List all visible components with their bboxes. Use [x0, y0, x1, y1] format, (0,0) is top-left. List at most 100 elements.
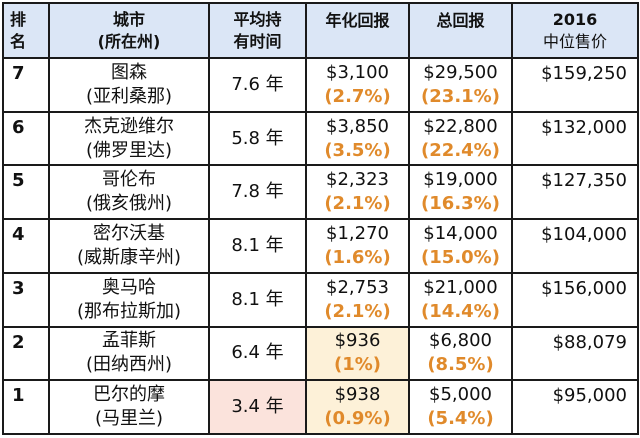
- rank-cell: 3: [2, 271, 50, 328]
- total-return-value: $22,800: [423, 115, 498, 137]
- header-city-line-2: (所在州): [97, 31, 161, 51]
- total-return-cell: $6,800 (8.5%): [408, 325, 513, 382]
- table-header: 排 名 城市 (所在州) 平均持 有时间 年化回报 总回报 2016 中位售价: [2, 2, 639, 59]
- city-name: 孟菲斯: [102, 330, 156, 352]
- city-state: (田纳西州): [85, 354, 173, 376]
- median-price-cell: $104,000: [511, 218, 639, 274]
- total-return-value: $29,500: [423, 61, 498, 83]
- city-state: (马里兰): [94, 408, 164, 430]
- annual-return-value: $1,270: [326, 222, 389, 244]
- rank-cell: 1: [2, 379, 50, 435]
- annual-return-percent: (2.1%): [324, 193, 391, 215]
- header-rank: 排 名: [2, 2, 50, 59]
- years-cell-highlighted: 3.4 年: [208, 379, 307, 435]
- total-return-percent: (5.4%): [427, 408, 494, 430]
- years-cell: 8.1 年: [208, 218, 307, 274]
- rank-cell: 7: [2, 57, 50, 113]
- table-body: 7 图森 (亚利桑那) 7.6 年 $3,100 (2.7%) $29,500 …: [2, 57, 639, 435]
- years-cell: 5.8 年: [208, 110, 307, 167]
- annual-return-value: $2,323: [326, 169, 389, 191]
- city-state: (亚利桑那): [85, 85, 173, 107]
- header-rank-line-1: 排: [10, 9, 27, 29]
- annual-return-percent: (3.5%): [324, 139, 391, 161]
- total-return-percent: (16.3%): [421, 193, 500, 215]
- city-state: (那布拉斯加): [76, 300, 182, 322]
- years-cell: 8.1 年: [208, 271, 307, 328]
- table-row: 6 杰克逊维尔 (佛罗里达) 5.8 年 $3,850 (3.5%) $22,8…: [2, 110, 639, 167]
- city-name: 哥伦布: [102, 169, 156, 191]
- city-cell: 杰克逊维尔 (佛罗里达): [48, 110, 210, 167]
- city-name: 巴尔的摩: [93, 384, 165, 406]
- annual-return-cell: $3,100 (2.7%): [305, 57, 410, 113]
- rank-cell: 6: [2, 110, 50, 167]
- annual-return-value: $938: [334, 384, 381, 406]
- header-price-line-1: 2016: [552, 9, 598, 29]
- rank-cell: 5: [2, 164, 50, 221]
- annual-return-cell-highlighted: $938 (0.9%): [305, 379, 410, 435]
- city-cell: 图森 (亚利桑那): [48, 57, 210, 113]
- header-city: 城市 (所在州): [48, 2, 210, 59]
- table-row: 1 巴尔的摩 (马里兰) 3.4 年 $938 (0.9%) $5,000 (5…: [2, 379, 639, 435]
- annual-return-percent: (2.1%): [324, 300, 391, 322]
- annual-return-cell: $2,323 (2.1%): [305, 164, 410, 221]
- header-rank-line-2: 名: [10, 31, 27, 51]
- header-annual: 年化回报: [305, 2, 410, 59]
- years-cell: 7.8 年: [208, 164, 307, 221]
- table-row: 4 密尔沃基 (威斯康辛州) 8.1 年 $1,270 (1.6%) $14,0…: [2, 218, 639, 274]
- header-years-line-1: 平均持: [233, 9, 282, 29]
- total-return-value: $19,000: [423, 169, 498, 191]
- total-return-value: $14,000: [423, 222, 498, 244]
- annual-return-cell-highlighted: $936 (1%): [305, 325, 410, 382]
- median-price-cell: $88,079: [511, 325, 639, 382]
- header-price: 2016 中位售价: [511, 2, 639, 59]
- header-city-line-1: 城市: [112, 9, 145, 29]
- header-price-line-2: 中位售价: [542, 31, 607, 51]
- header-total-line-1: 总回报: [436, 11, 485, 30]
- city-state: (威斯康辛州): [76, 246, 182, 268]
- annual-return-value: $936: [334, 330, 381, 352]
- total-return-cell: $29,500 (23.1%): [408, 57, 513, 113]
- annual-return-cell: $2,753 (2.1%): [305, 271, 410, 328]
- total-return-cell: $5,000 (5.4%): [408, 379, 513, 435]
- total-return-percent: (14.4%): [421, 300, 500, 322]
- total-return-cell: $22,800 (22.4%): [408, 110, 513, 167]
- header-annual-line-1: 年化回报: [325, 11, 390, 30]
- rank-cell: 2: [2, 325, 50, 382]
- median-price-cell: $156,000: [511, 271, 639, 328]
- header-years-line-2: 有时间: [233, 31, 282, 51]
- header-years: 平均持 有时间: [208, 2, 307, 59]
- annual-return-value: $3,850: [326, 115, 389, 137]
- rank-cell: 4: [2, 218, 50, 274]
- years-cell: 6.4 年: [208, 325, 307, 382]
- annual-return-percent: (2.7%): [324, 85, 391, 107]
- table-row: 7 图森 (亚利桑那) 7.6 年 $3,100 (2.7%) $29,500 …: [2, 57, 639, 113]
- annual-return-cell: $3,850 (3.5%): [305, 110, 410, 167]
- table-row: 5 哥伦布 (俄亥俄州) 7.8 年 $2,323 (2.1%) $19,000…: [2, 164, 639, 221]
- total-return-value: $6,800: [429, 330, 492, 352]
- header-total: 总回报: [408, 2, 513, 59]
- total-return-value: $21,000: [423, 276, 498, 298]
- city-cell: 孟菲斯 (田纳西州): [48, 325, 210, 382]
- annual-return-value: $3,100: [326, 61, 389, 83]
- city-name: 奥马哈: [102, 276, 156, 298]
- annual-return-cell: $1,270 (1.6%): [305, 218, 410, 274]
- city-cell: 密尔沃基 (威斯康辛州): [48, 218, 210, 274]
- table-row: 2 孟菲斯 (田纳西州) 6.4 年 $936 (1%) $6,800 (8.5…: [2, 325, 639, 382]
- median-price-cell: $132,000: [511, 110, 639, 167]
- annual-return-value: $2,753: [326, 276, 389, 298]
- total-return-percent: (23.1%): [421, 85, 500, 107]
- annual-return-percent: (1%): [333, 354, 381, 376]
- median-price-cell: $95,000: [511, 379, 639, 435]
- total-return-value: $5,000: [429, 384, 492, 406]
- city-name: 密尔沃基: [93, 222, 165, 244]
- city-name: 杰克逊维尔: [84, 115, 174, 137]
- years-cell: 7.6 年: [208, 57, 307, 113]
- total-return-cell: $19,000 (16.3%): [408, 164, 513, 221]
- total-return-cell: $21,000 (14.4%): [408, 271, 513, 328]
- city-state: (佛罗里达): [85, 139, 173, 161]
- total-return-percent: (15.0%): [421, 246, 500, 268]
- city-state: (俄亥俄州): [85, 193, 173, 215]
- median-price-cell: $127,350: [511, 164, 639, 221]
- annual-return-percent: (0.9%): [324, 408, 391, 430]
